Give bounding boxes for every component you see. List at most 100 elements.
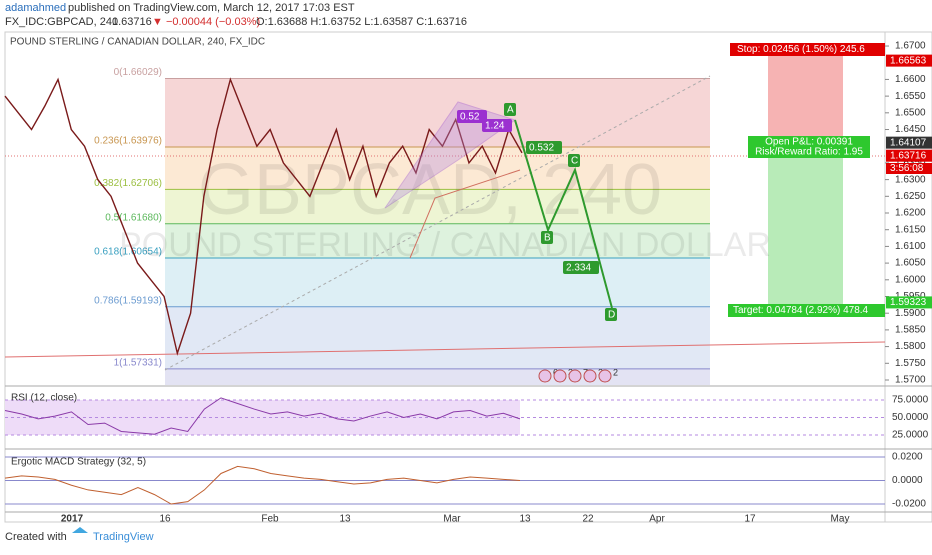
author[interactable]: adamahmed xyxy=(5,2,66,14)
fib-band xyxy=(165,306,710,369)
stop-box xyxy=(730,43,885,56)
y-tick-label: 50.0000 xyxy=(892,412,929,423)
y-tick-label: 1.6450 xyxy=(895,124,926,135)
pattern-label: 0.532 xyxy=(529,143,554,154)
watermark-sub: POUND STERLING / CANADIAN DOLLAR xyxy=(119,226,771,264)
price-tag xyxy=(886,149,932,162)
trend-line xyxy=(164,75,711,371)
event[interactable] xyxy=(598,369,612,383)
y-tick-label: 1.6200 xyxy=(895,208,926,219)
fib-band xyxy=(165,257,710,307)
y-tick-label: 1.6600 xyxy=(895,74,926,85)
event-count: 2 xyxy=(613,367,618,377)
rsi-band xyxy=(5,399,520,435)
y-tick-label: 75.0000 xyxy=(892,395,929,406)
trend-line xyxy=(409,169,521,259)
projection xyxy=(514,119,613,309)
published: published on TradingView.com, March 12, … xyxy=(68,2,355,14)
rsi-name: RSI (12, close) xyxy=(11,393,77,404)
price-tag xyxy=(886,296,932,309)
trend-line xyxy=(4,341,886,358)
pattern-tag xyxy=(541,231,553,244)
x-tick-label: 13 xyxy=(339,514,351,525)
target-zone xyxy=(768,158,843,311)
x-tick-label: May xyxy=(831,514,850,525)
last-price: 1.63716 xyxy=(112,16,152,28)
fib-label: 0.618(1.60654) xyxy=(94,247,162,258)
ohlc: O:1.63688 H:1.63752 L:1.63587 C:1.63716 xyxy=(256,16,467,28)
fib-band xyxy=(165,78,710,148)
event[interactable] xyxy=(538,369,552,383)
y-tick-label: 1.6550 xyxy=(895,91,926,102)
logo xyxy=(72,527,88,533)
x-tick-label: Feb xyxy=(261,514,279,525)
countdown: 3:56:08 xyxy=(890,163,924,174)
rsi-line xyxy=(4,397,521,435)
y-tick-label: 1.6050 xyxy=(895,258,926,269)
price-tag-label: 1.66563 xyxy=(890,55,927,66)
fib-tail xyxy=(165,368,710,385)
risk-reward: Risk/Reward Ratio: 1.95 xyxy=(755,147,863,158)
pattern-label: D xyxy=(608,310,615,321)
y-tick-label: 25.0000 xyxy=(892,430,929,441)
event[interactable] xyxy=(583,369,597,383)
price-line xyxy=(4,77,523,356)
y-tick-label: 1.5900 xyxy=(895,308,926,319)
fib-band xyxy=(165,189,710,224)
y-tick-label: 1.5800 xyxy=(895,341,926,352)
y-tick-label: 1.5850 xyxy=(895,325,926,336)
x-tick-label: 13 xyxy=(519,514,531,525)
y-tick-label: 1.6500 xyxy=(895,107,926,118)
pattern-label: A xyxy=(507,105,514,116)
change: ▼ −0.00044 (−0.03%) xyxy=(152,16,260,28)
y-tick-label: 1.6300 xyxy=(895,174,926,185)
y-tick-label: 1.6000 xyxy=(895,274,926,285)
price-tag-label: 1.63716 xyxy=(890,150,927,161)
event[interactable] xyxy=(568,369,582,383)
pattern-label: 1.24 xyxy=(485,121,505,132)
x-tick-label: 22 xyxy=(582,514,594,525)
y-tick-label: 0.0000 xyxy=(892,475,923,486)
chart-name: POUND STERLING / CANADIAN DOLLAR, 240, F… xyxy=(10,37,265,48)
countdown-bg xyxy=(886,163,932,174)
fib-band xyxy=(165,223,710,258)
y-tick-label: 1.6250 xyxy=(895,191,926,202)
x-tick-label: 17 xyxy=(744,514,756,525)
pattern-label: B xyxy=(544,233,551,244)
pattern-tag xyxy=(563,261,599,274)
frame xyxy=(4,31,932,523)
symbol: FX_IDC:GBPCAD, 240 xyxy=(5,16,118,28)
pl-box xyxy=(748,136,870,158)
fib-label: 1(1.57331) xyxy=(114,358,162,369)
pattern-tag xyxy=(504,103,516,116)
target-box xyxy=(728,304,885,317)
created-with: Created with xyxy=(5,531,67,543)
brand[interactable]: TradingView xyxy=(93,531,154,543)
y-tick-label: 1.6100 xyxy=(895,241,926,252)
watermark: GBPCAD, 240 xyxy=(198,150,662,230)
event[interactable] xyxy=(553,369,567,383)
x-tick-label: 2017 xyxy=(61,514,84,525)
pattern-tag xyxy=(605,308,617,321)
fib-band xyxy=(165,147,710,190)
price-tag xyxy=(886,54,932,67)
pattern-tag xyxy=(526,141,562,154)
pattern-tag xyxy=(482,119,512,132)
target-label: Target: 0.04784 (2.92%) 478.4 xyxy=(733,305,869,316)
y-tick-label: 1.6700 xyxy=(895,41,926,52)
y-tick-label: 1.5750 xyxy=(895,358,926,369)
price-tag-label: 1.59323 xyxy=(890,297,927,308)
y-tick-label: 0.0200 xyxy=(892,452,923,463)
y-tick-label: -0.0200 xyxy=(892,499,926,510)
pattern-label: C xyxy=(571,156,578,167)
x-tick-label: Mar xyxy=(443,514,461,525)
fib-label: 0.236(1.63976) xyxy=(94,136,162,147)
price-tag-label: 1.64107 xyxy=(890,137,927,148)
fib-label: 0(1.66029) xyxy=(114,67,162,78)
fib-label: 0.786(1.59193) xyxy=(94,295,162,306)
x-tick-label: 16 xyxy=(159,514,171,525)
price-tag xyxy=(886,136,932,149)
stop-label: Stop: 0.02456 (1.50%) 245.6 xyxy=(737,44,865,55)
open-pl: Open P&L: 0.00391 xyxy=(765,137,853,148)
